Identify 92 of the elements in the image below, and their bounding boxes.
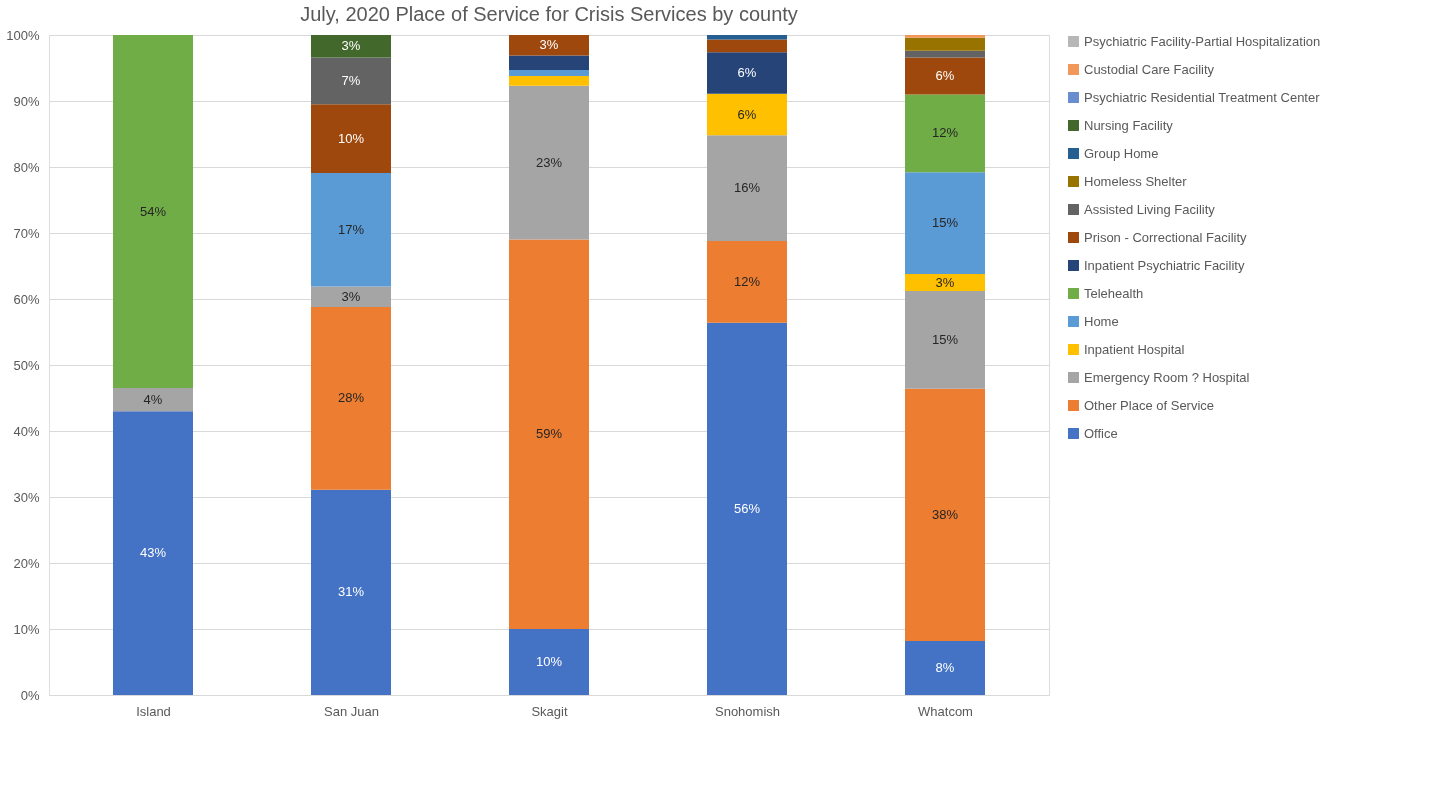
bar [509,75,589,86]
legend-label: Home [1084,313,1119,329]
data-label: 43% [139,545,167,561]
legend-label: Emergency Room ? Hospital [1084,369,1250,385]
data-label: 3% [341,38,361,54]
x-tick-label: San Juan [324,703,379,719]
data-label: 10% [337,130,365,146]
x-tick-label: Snohomish [714,703,781,719]
legend-label: Psychiatric Facility-Partial Hospitalization [1084,33,1321,49]
data-label: 8% [935,659,955,675]
data-label: 3% [539,37,559,53]
bar [707,322,787,695]
legend-label: Psychiatric Residential Treatment Center [1084,89,1321,105]
y-tick-label: 70% [13,225,40,241]
data-label: 56% [733,500,761,516]
y-tick-label: 0% [20,687,40,703]
y-tick-label: 10% [13,621,40,637]
bar [905,57,985,95]
data-label: 6% [737,64,757,80]
bar [707,35,787,40]
bar [311,286,391,307]
x-tick-label: Whatcom [918,703,973,719]
bar [905,273,985,292]
bar [311,57,391,105]
data-label: 10% [535,654,563,669]
bar [311,35,391,58]
bar [707,39,787,53]
legend-label: Prison - Correctional Facility [1084,229,1248,245]
data-label: 6% [737,106,757,122]
data-label: 4% [143,391,163,407]
bar [509,629,589,695]
legend-label: Custodial Care Facility [1084,61,1215,77]
bar [311,306,391,490]
legend-label: Office [1084,425,1118,441]
bar [905,37,985,51]
legend-label: Inpatient Psychiatric Facility [1084,257,1245,273]
data-label: 12% [733,273,761,289]
bar [905,640,985,695]
bar [905,172,985,274]
y-tick-label: 60% [13,291,40,307]
y-tick-label: 90% [13,93,40,109]
bar [707,240,787,323]
bar [509,239,589,629]
bar [905,94,985,173]
bar [905,50,985,58]
bar [707,93,787,136]
bar [905,35,985,38]
bar [509,85,589,240]
bar [311,172,391,287]
data-label: 28% [337,390,365,406]
bar [113,388,193,412]
data-label: 16% [733,180,761,196]
data-label: 38% [931,506,959,522]
data-label: 17% [337,221,365,237]
y-tick-label: 40% [13,423,40,439]
legend-label: Telehealth [1084,285,1144,301]
bar [509,69,589,76]
data-label: 7% [341,72,361,88]
y-tick-label: 50% [13,357,40,373]
legend-label: Homeless Shelter [1084,173,1188,189]
data-label: 3% [935,274,955,290]
y-tick-label: 80% [13,159,40,175]
data-label: 54% [139,203,167,219]
data-label: 23% [535,154,563,170]
bar [113,411,193,695]
data-label: 6% [935,67,955,83]
bar [311,104,391,173]
y-tick-label: 20% [13,555,40,571]
bar [509,35,589,56]
bar [905,388,985,641]
y-tick-label: 100% [6,27,40,43]
x-tick-label: Island [136,703,171,719]
data-label: 59% [535,426,563,442]
legend-label: Other Place of Service [1084,397,1215,413]
data-label: 31% [337,584,365,600]
bar [509,55,589,70]
data-label: 15% [931,215,959,231]
data-label: 3% [341,288,361,304]
legend-label: Group Home [1084,145,1159,161]
bar [113,35,193,389]
legend-label: Inpatient Hospital [1084,341,1185,357]
chart-title: July, 2020 Place of Service for Crisis Services by county [300,3,798,25]
x-tick-label: Skagit [531,703,568,719]
legend-label: Assisted Living Facility [1084,201,1216,217]
bar [311,489,391,695]
data-label: 15% [931,331,959,347]
bar [905,291,985,389]
bar [707,52,787,94]
data-label: 12% [931,125,959,141]
legend-label: Nursing Facility [1084,117,1174,133]
y-tick-label: 30% [13,489,40,505]
bar [707,135,787,241]
